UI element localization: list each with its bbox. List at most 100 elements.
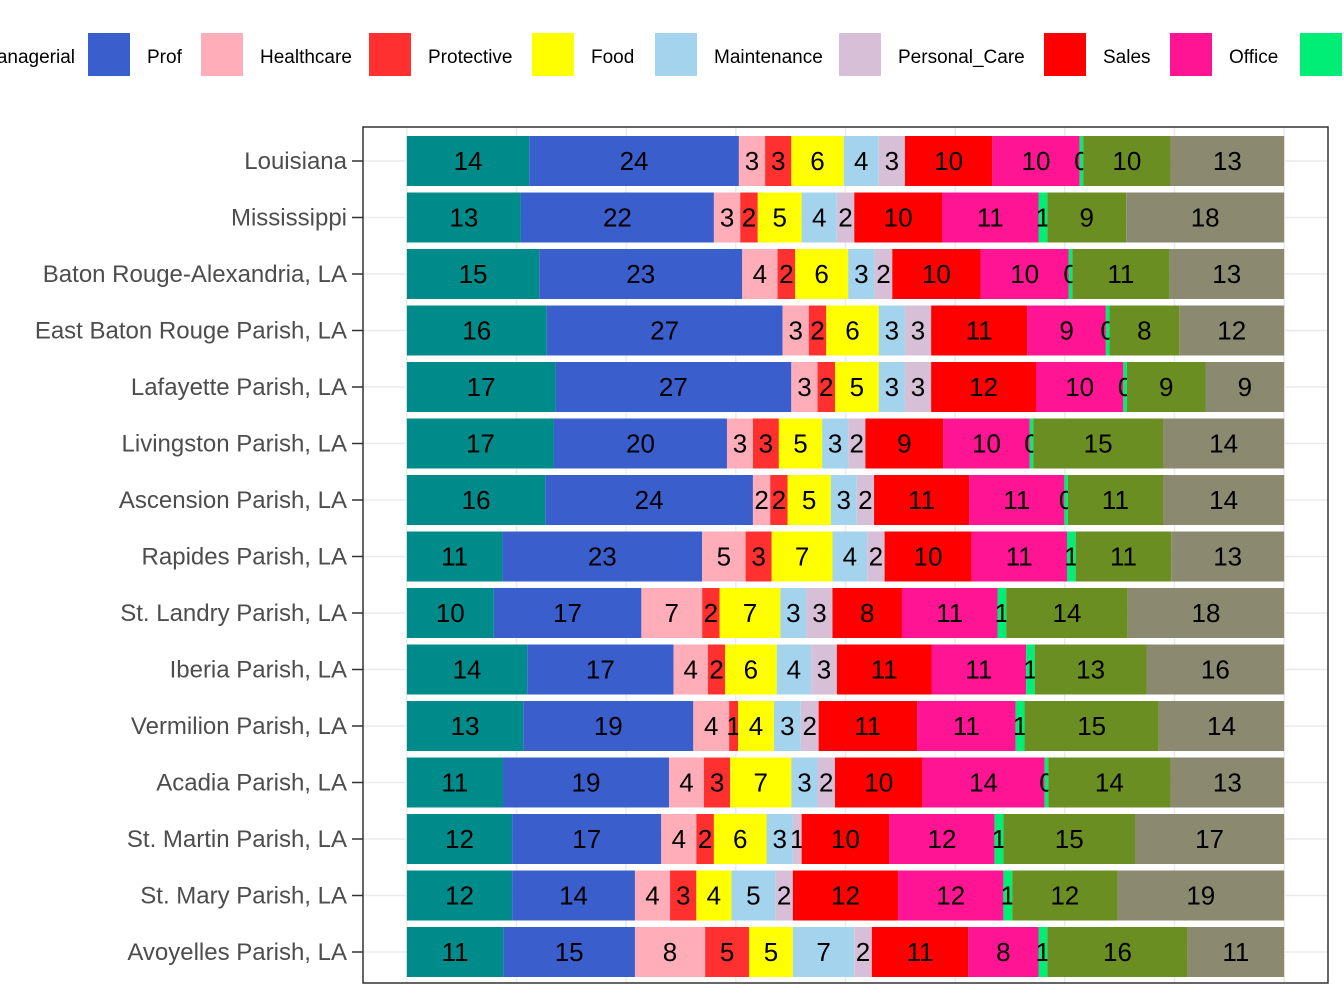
- data-label: 1: [1013, 711, 1027, 741]
- data-label: 11: [1006, 542, 1033, 572]
- bar-segment: [707, 644, 726, 695]
- data-label: 3: [797, 768, 811, 798]
- data-label: 15: [459, 259, 488, 289]
- bar-segment: [969, 475, 1065, 525]
- legend-label: Protective: [428, 47, 512, 68]
- bar-segment: [778, 418, 823, 469]
- data-label: 6: [810, 146, 824, 176]
- bar-segment: [527, 644, 674, 695]
- data-label: 16: [462, 316, 491, 346]
- data-label: 12: [969, 372, 998, 402]
- bar-segment: [878, 136, 905, 186]
- bar-segment: [740, 192, 758, 243]
- bar-segment: [1064, 475, 1068, 525]
- bar-segment: [992, 136, 1080, 186]
- data-label: 1: [995, 598, 1009, 628]
- data-label: 16: [1103, 937, 1132, 967]
- bar-segment: [854, 927, 872, 977]
- data-label: 7: [665, 598, 679, 628]
- bar-segment: [555, 362, 792, 412]
- bar-segment: [406, 192, 521, 243]
- bar-segment: [865, 418, 944, 469]
- data-label: 9: [1159, 372, 1173, 402]
- bar-segment: [529, 136, 739, 186]
- data-label: 3: [771, 146, 785, 176]
- data-label: 5: [764, 937, 778, 967]
- data-label: 8: [1137, 316, 1151, 346]
- bar-segment: [806, 588, 833, 638]
- data-label: 17: [572, 824, 601, 854]
- data-label: 4: [843, 542, 857, 572]
- legend-item: [1300, 33, 1342, 76]
- bar-segment: [1006, 588, 1128, 638]
- bar-segment: [832, 531, 868, 582]
- y-tick-label: Avoyelles Parish, LA: [127, 939, 347, 966]
- y-tick-label: St. Mary Parish, LA: [140, 883, 347, 910]
- data-label: 11: [1107, 259, 1134, 289]
- y-tick-label: Acadia Parish, LA: [156, 770, 347, 797]
- data-label: 6: [733, 824, 747, 854]
- data-label: 17: [553, 598, 582, 628]
- bar-segment: [773, 701, 801, 751]
- bar-segment: [696, 870, 732, 921]
- data-label: 2: [819, 372, 833, 402]
- bar-segment: [1068, 249, 1073, 299]
- bar-segment: [1048, 757, 1171, 808]
- bar-segment: [406, 814, 513, 864]
- data-label: 14: [1209, 485, 1238, 515]
- bar-segment: [713, 814, 767, 864]
- data-label: 11: [977, 203, 1004, 233]
- bar-segment: [1135, 814, 1285, 864]
- bar-segment: [1170, 136, 1285, 186]
- bar-segment: [791, 362, 818, 412]
- y-tick-label: Louisiana: [244, 148, 347, 175]
- y-tick-label: Baton Rouge-Alexandria, LA: [43, 261, 347, 288]
- bar-segment: [971, 531, 1067, 582]
- legend-swatch: [655, 33, 697, 76]
- data-label: 11: [441, 768, 468, 798]
- bar-segment: [792, 814, 802, 864]
- bar-segment: [801, 192, 837, 243]
- bar-segment: [931, 305, 1028, 356]
- data-label: 4: [679, 768, 693, 798]
- y-tick-label: Vermilion Parish, LA: [131, 713, 347, 740]
- data-label: 5: [802, 485, 816, 515]
- data-label: 3: [854, 259, 868, 289]
- data-label: 4: [683, 655, 697, 685]
- bar-segment: [634, 927, 706, 977]
- bar-segment: [871, 927, 969, 977]
- legend-swatch: [839, 33, 881, 76]
- legend-item: Managerial: [0, 47, 75, 68]
- bar-segment: [1158, 701, 1285, 751]
- bar-segment: [980, 249, 1069, 299]
- data-label: 12: [445, 881, 474, 911]
- data-label: 10: [1112, 146, 1141, 176]
- data-label: 19: [572, 768, 601, 798]
- data-label: 5: [793, 429, 807, 459]
- bar-segment: [545, 475, 753, 525]
- data-label: 17: [586, 655, 615, 685]
- data-label: 17: [466, 429, 495, 459]
- bar-segment: [782, 305, 809, 356]
- bar-segment: [1012, 870, 1118, 921]
- bar-segment: [775, 870, 793, 921]
- bar-segment: [553, 418, 727, 469]
- bar-segment: [889, 814, 995, 864]
- bar-segment: [641, 588, 703, 638]
- y-tick-label: St. Landry Parish, LA: [120, 600, 347, 627]
- data-label: 5: [720, 937, 734, 967]
- legend-swatch: [88, 33, 130, 76]
- bar-segment: [1024, 701, 1159, 751]
- bar-segment: [406, 927, 504, 977]
- bar-segment: [406, 588, 494, 638]
- bar-segment: [904, 362, 932, 412]
- bar-segment: [1079, 136, 1084, 186]
- bar-segment: [817, 362, 836, 412]
- bar-segment: [406, 249, 540, 299]
- data-label: 3: [812, 598, 826, 628]
- legend-item: Personal_Care: [839, 33, 1025, 76]
- data-label: 4: [707, 881, 721, 911]
- legend-item: Office: [1170, 33, 1278, 76]
- data-label: 22: [603, 203, 632, 233]
- data-label: 5: [850, 372, 864, 402]
